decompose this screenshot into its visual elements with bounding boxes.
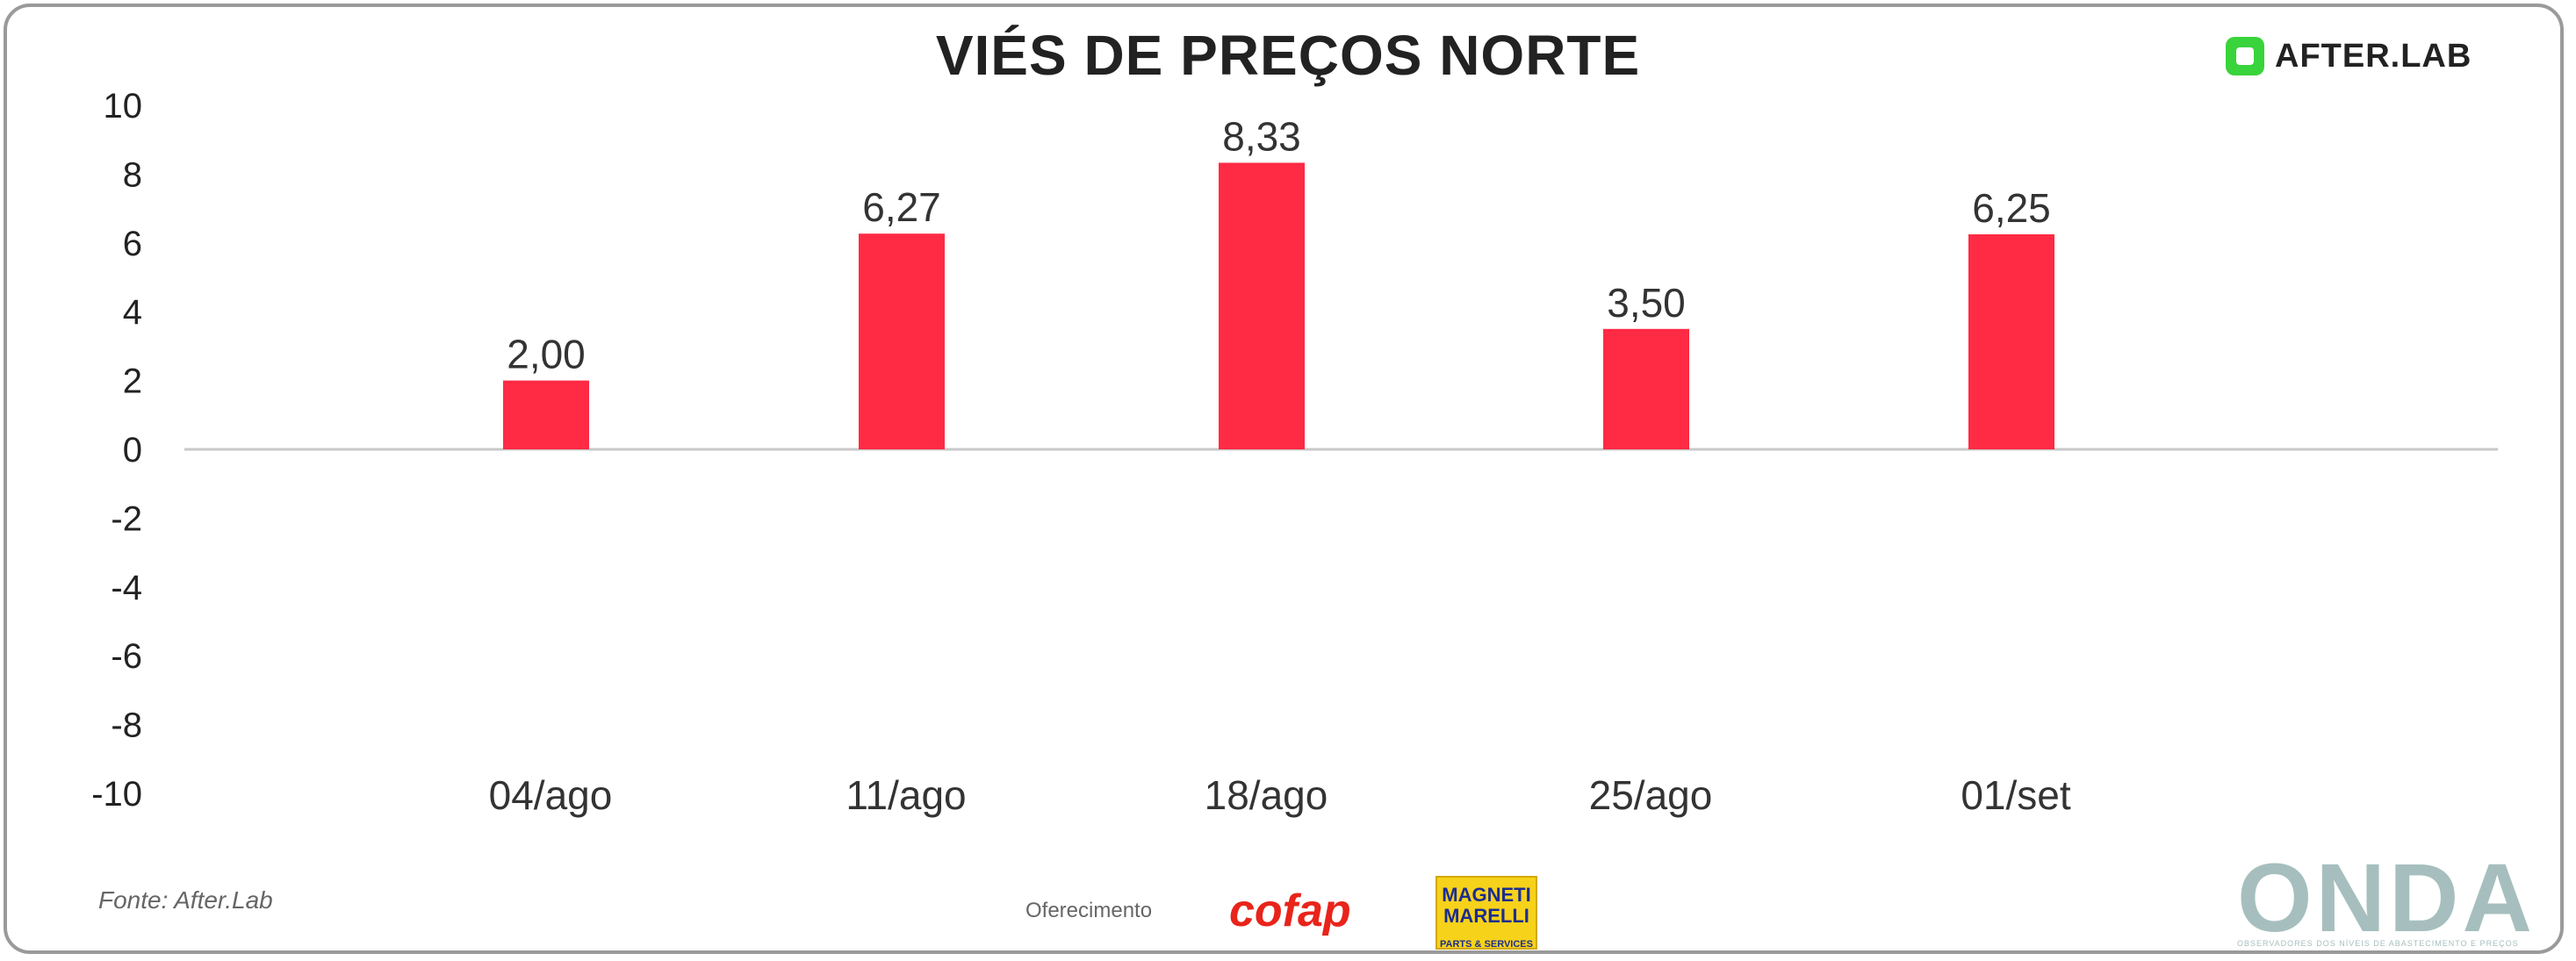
y-tick-label: 8	[123, 155, 142, 194]
y-tick-label: -6	[111, 637, 142, 676]
bar	[1603, 328, 1689, 449]
chart-frame	[4, 4, 2564, 954]
x-category-label: 01/set	[1961, 772, 2071, 818]
bar	[503, 380, 589, 449]
x-category-label: 18/ago	[1205, 772, 1328, 818]
y-tick-label: -4	[111, 569, 142, 607]
onda-tagline: OBSERVADORES DOS NÍVEIS DE ABASTECIMENTO…	[2237, 939, 2519, 948]
brand-name: AFTER.LAB	[2275, 37, 2472, 75]
source-note: Fonte: After.Lab	[98, 886, 273, 914]
y-tick-label: 2	[123, 362, 142, 401]
y-tick-label: 10	[104, 87, 143, 126]
magneti-marelli-subtitle: PARTS & SERVICES	[1440, 939, 1533, 950]
bar	[1968, 234, 2054, 449]
bar	[859, 233, 945, 449]
y-tick-label: -2	[111, 499, 142, 538]
brand-mark-icon	[2226, 37, 2264, 75]
cofap-logo: cofap	[1229, 886, 1351, 936]
bar	[1219, 162, 1305, 450]
x-category-label: 11/ago	[845, 772, 966, 818]
data-label: 6,25	[1972, 185, 2051, 231]
magneti-marelli-logo: MAGNETI MARELLI PARTS & SERVICES	[1436, 876, 1537, 950]
y-tick-label: -10	[91, 775, 142, 814]
onda-logo: ONDA	[2237, 844, 2536, 952]
y-tick-label: 0	[123, 431, 142, 470]
chart-title: VIÉS DE PREÇOS NORTE	[935, 24, 1641, 87]
y-tick-label: 6	[123, 225, 142, 263]
x-category-label: 25/ago	[1589, 772, 1713, 818]
magneti-marelli-name: MAGNETI MARELLI	[1442, 884, 1531, 927]
sponsor-label: Oferecimento	[1025, 899, 1153, 922]
y-tick-label: -8	[111, 706, 142, 745]
x-category-label: 04/ago	[489, 772, 613, 818]
brand-logo: AFTER.LAB	[2226, 37, 2472, 75]
data-label: 2,00	[507, 332, 586, 377]
data-label: 6,27	[862, 184, 941, 230]
data-label: 3,50	[1607, 280, 1686, 326]
y-tick-label: 4	[123, 293, 142, 332]
data-label: 8,33	[1222, 113, 1301, 159]
